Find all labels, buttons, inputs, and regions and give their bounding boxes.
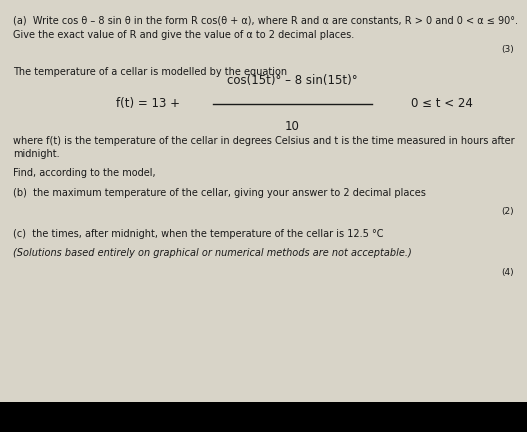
Text: midnight.: midnight. [13, 149, 60, 159]
Text: (c)  the times, after midnight, when the temperature of the cellar is 12.5 °C: (c) the times, after midnight, when the … [13, 229, 384, 239]
Text: Give the exact value of R and give the value of α to 2 decimal places.: Give the exact value of R and give the v… [13, 30, 355, 40]
Text: (4): (4) [501, 268, 514, 277]
Text: 0 ≤ t < 24: 0 ≤ t < 24 [411, 97, 473, 110]
FancyBboxPatch shape [0, 0, 527, 402]
Text: (a)  Write cos θ – 8 sin θ in the form R cos(θ + α), where R and α are constants: (a) Write cos θ – 8 sin θ in the form R … [13, 15, 518, 25]
Text: cos(15t)° – 8 sin(15t)°: cos(15t)° – 8 sin(15t)° [227, 74, 358, 87]
Text: Find, according to the model,: Find, according to the model, [13, 168, 156, 178]
Text: The temperature of a cellar is modelled by the equation: The temperature of a cellar is modelled … [13, 67, 287, 77]
Text: (3): (3) [501, 45, 514, 54]
Text: f(t) = 13 +: f(t) = 13 + [116, 97, 184, 110]
Text: (2): (2) [501, 207, 514, 216]
Text: (b)  the maximum temperature of the cellar, giving your answer to 2 decimal plac: (b) the maximum temperature of the cella… [13, 188, 426, 198]
Text: 10: 10 [285, 120, 300, 133]
Text: (Solutions based entirely on graphical or numerical methods are not acceptable.): (Solutions based entirely on graphical o… [13, 248, 412, 258]
Text: where f(t) is the temperature of the cellar in degrees Celsius and t is the time: where f(t) is the temperature of the cel… [13, 136, 515, 146]
